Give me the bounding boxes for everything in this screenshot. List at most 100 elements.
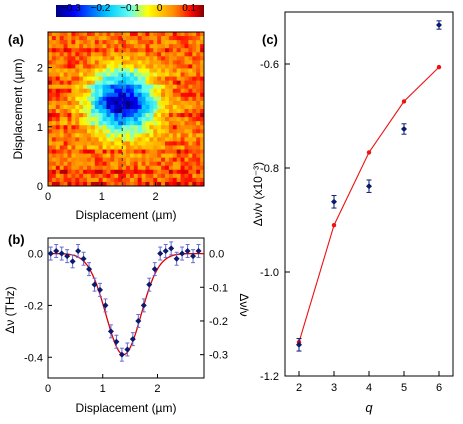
heatmap-cell [75,44,80,49]
heatmap-cell [126,145,131,150]
heatmap-cell [192,64,197,69]
heatmap-cell [157,121,162,126]
heatmap-cell [83,48,88,53]
heatmap-cell [196,181,201,187]
heatmap-cell [200,96,205,102]
heatmap-cell [94,36,100,41]
heatmap-cell [176,113,181,118]
heatmap-cell [94,92,100,98]
heatmap-cell [168,129,174,134]
heatmap-cell [48,104,53,110]
heatmap-cell [51,133,57,138]
y-tick-label: 1 [37,122,43,134]
panel-c-ylabel: Δν/ν (x10⁻³) [251,162,265,226]
heatmap-cell [75,125,80,130]
heatmap-cell [122,56,127,61]
heatmap-cell [192,56,197,61]
heatmap-cell [63,177,68,183]
heatmap-cell [157,68,162,73]
heatmap-cell [94,100,100,106]
heatmap-cell [137,32,142,37]
heatmap-cell [90,92,96,98]
heatmap-cell [192,32,197,37]
heatmap-cell [168,177,174,183]
heatmap-cell [153,169,158,175]
heatmap-cell [180,92,185,98]
heatmap-cell [188,141,193,146]
heatmap-cell [172,137,178,142]
heatmap-cell [165,104,170,110]
heatmap-cell [51,52,57,57]
heatmap-cell [63,169,68,175]
heatmap-cell [149,177,154,183]
heatmap-cell [165,76,170,82]
heatmap-cell [87,177,92,183]
heatmap-cell [133,60,139,65]
heatmap-cell [126,117,131,122]
heatmap-cell [48,44,53,49]
heatmap-cell [63,64,68,69]
heatmap-cell [94,48,100,53]
heatmap-cell [184,32,189,37]
heatmap-cell [106,92,111,98]
heatmap-cell [153,145,158,150]
heatmap-cell [122,32,127,37]
heatmap-cell [63,117,68,122]
heatmap-cell [137,169,142,175]
heatmap-cell [196,40,201,45]
heatmap-cell [106,113,111,118]
heatmap-cell [153,113,158,118]
heatmap-cell [192,133,197,138]
heatmap-cell [149,121,154,126]
heatmap-cell [133,125,139,130]
heatmap-cell [48,161,53,167]
heatmap-cell [98,52,103,57]
heatmap-cell [161,32,166,37]
heatmap-cell [87,137,92,142]
heatmap-cell [67,125,72,130]
heatmap-cell [200,80,205,86]
heatmap-cell [71,157,76,163]
heatmap-cell [153,44,158,49]
heatmap-cell [51,48,57,53]
heatmap-cell [184,72,189,77]
heatmap-cell [83,76,88,82]
heatmap-cell [157,173,162,179]
calculated-line [298,66,440,343]
heatmap-cell [114,76,119,82]
heatmap-cell [48,84,53,90]
heatmap-cell [122,113,127,118]
heatmap-cell [67,96,72,102]
heatmap-cell [83,32,88,37]
heatmap-cell [192,100,197,106]
heatmap-cell [133,161,139,167]
heatmap-cell [153,165,158,171]
y-tick-label-right: -0.1 [209,282,228,294]
heatmap-cell [196,133,201,138]
heatmap-cell [196,60,201,65]
heatmap-cell [188,100,193,106]
heatmap-cell [94,60,100,65]
heatmap-cell [126,60,131,65]
heatmap-cell [83,141,88,146]
heatmap-cell [192,157,197,163]
heatmap-cell [145,165,150,171]
heatmap-cell [67,129,72,134]
data-point [129,336,136,343]
heatmap-cell [168,173,174,179]
heatmap-cell [188,137,193,142]
heatmap-cell [67,40,72,45]
heatmap-cell [83,104,88,110]
heatmap-cell [55,109,61,114]
heatmap-cell [133,72,139,77]
heatmap-cell [157,181,162,187]
heatmap-cell [133,100,139,106]
heatmap-cell [157,88,162,94]
heatmap-cell [129,157,135,163]
heatmap-cell [165,153,170,159]
heatmap-cell [188,104,193,110]
heatmap-cell [71,181,76,187]
heatmap-cell [83,129,88,134]
heatmap-cell [188,177,193,183]
heatmap-cell [59,72,64,77]
